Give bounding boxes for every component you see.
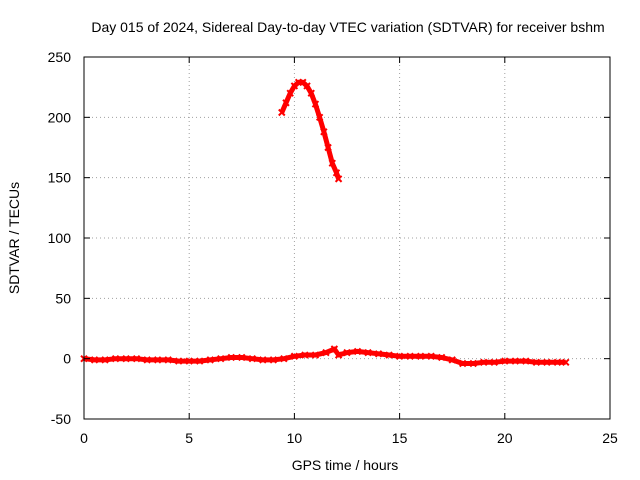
data-point	[490, 358, 498, 366]
data-point	[132, 354, 141, 363]
data-point	[406, 352, 414, 360]
data-point	[459, 359, 467, 368]
data-point	[143, 356, 151, 364]
data-point	[286, 89, 294, 97]
data-point	[501, 357, 509, 365]
y-tick-label: 50	[55, 290, 71, 306]
data-point	[248, 354, 257, 363]
data-point	[290, 352, 299, 360]
series-main	[80, 345, 570, 368]
data-point	[164, 356, 172, 364]
data-point	[328, 159, 336, 167]
data-point	[153, 356, 162, 364]
data-point	[101, 356, 109, 364]
data-point	[301, 351, 309, 359]
data-point	[469, 359, 477, 368]
data-point	[311, 351, 320, 359]
x-tick-label: 10	[287, 430, 303, 446]
data-point	[395, 352, 404, 360]
data-point	[324, 143, 332, 152]
data-point	[196, 357, 204, 365]
data-point	[307, 89, 315, 97]
data-point	[553, 358, 562, 366]
plot-frame	[83, 56, 611, 420]
data-point	[437, 353, 446, 362]
data-point	[343, 348, 351, 357]
series-line	[83, 346, 566, 366]
x-axis-label: GPS time / hours	[292, 457, 399, 473]
data-point	[259, 356, 267, 364]
data-point	[269, 356, 278, 364]
series-layer	[80, 78, 570, 368]
data-point	[278, 108, 286, 117]
data-point	[374, 350, 383, 358]
data-point	[227, 353, 235, 362]
data-point	[217, 354, 225, 363]
x-tick-label: 15	[392, 430, 408, 446]
grid	[84, 57, 610, 419]
data-point	[532, 358, 541, 366]
data-point	[480, 358, 488, 366]
data-point	[511, 357, 520, 365]
y-tick-label: 250	[48, 49, 72, 65]
x-tick-label: 20	[497, 430, 513, 446]
data-point	[332, 169, 341, 177]
data-point	[282, 99, 290, 107]
data-point	[122, 354, 130, 363]
data-point	[315, 113, 324, 122]
data-point	[448, 356, 456, 364]
x-tick-label: 5	[185, 430, 193, 446]
data-point	[311, 100, 320, 108]
ticks: 0 5 10 15 20 25 -50 0 50 100 150 200 250	[48, 49, 618, 446]
data-point	[416, 352, 425, 360]
data-point	[330, 345, 339, 353]
data-point	[238, 353, 246, 362]
y-tick-label: 150	[48, 170, 72, 186]
data-point	[543, 358, 551, 366]
x-tick-label: 0	[80, 430, 88, 446]
data-point	[334, 175, 343, 183]
data-point	[427, 352, 435, 360]
chart-title: Day 015 of 2024, Sidereal Day-to-day VTE…	[91, 19, 604, 35]
data-point	[364, 348, 372, 357]
data-point	[562, 358, 570, 366]
data-point	[522, 357, 530, 365]
data-point	[280, 354, 288, 363]
y-axis-label: SDTVAR / TECUs	[6, 182, 22, 294]
data-point	[303, 82, 311, 90]
data-point	[334, 351, 343, 359]
y-tick-label: 0	[63, 351, 71, 367]
data-point	[320, 128, 328, 136]
data-point	[185, 357, 193, 365]
data-point	[206, 356, 214, 364]
x-tick-label: 25	[602, 430, 618, 446]
data-point	[385, 351, 393, 359]
y-tick-label: -50	[51, 411, 71, 427]
y-tick-label: 100	[48, 230, 72, 246]
data-point	[111, 354, 120, 363]
y-tick-label: 200	[48, 109, 72, 125]
data-point	[322, 348, 330, 357]
data-point	[353, 347, 362, 356]
data-point	[174, 357, 183, 365]
data-point	[90, 356, 99, 364]
series-arc	[278, 78, 343, 183]
